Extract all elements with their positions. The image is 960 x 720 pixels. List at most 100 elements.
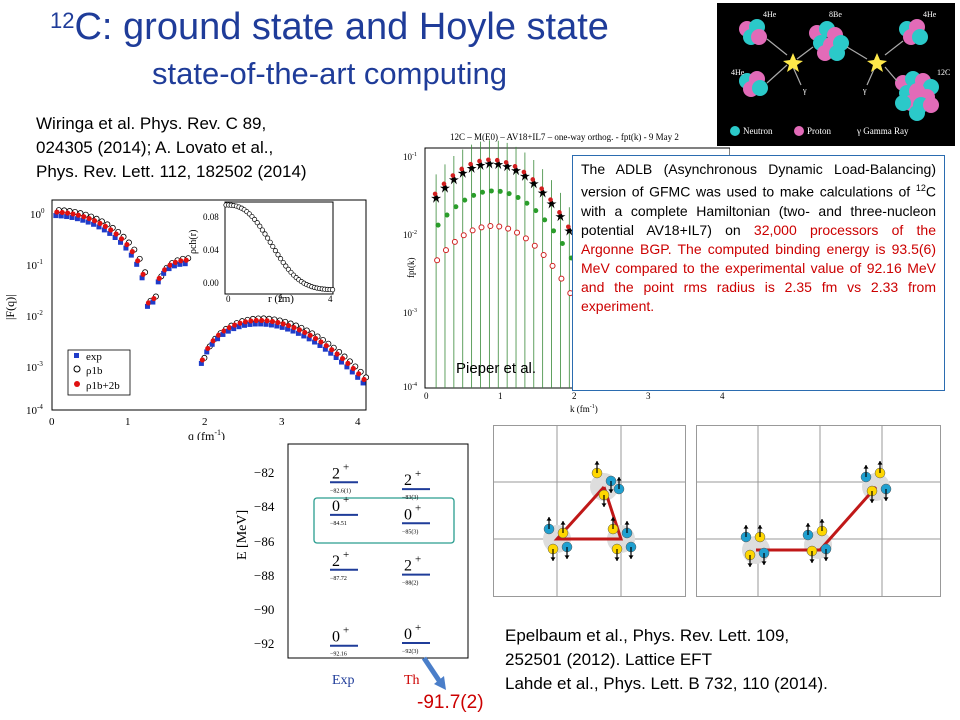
exp-point	[118, 239, 124, 245]
y-tick-4: 10-4	[26, 403, 43, 417]
y-tick-3: 10-3	[26, 360, 43, 374]
svg-text:1: 1	[498, 391, 503, 401]
x-tick-2: 2	[202, 416, 208, 428]
svg-text:−90: −90	[254, 602, 274, 617]
rho1b2b-point	[183, 257, 189, 263]
svg-text:4He: 4He	[731, 68, 745, 77]
level-parity: +	[343, 494, 349, 506]
triple-alpha-diagram: 4He 4He 8Be 4He 12C γ γ Neutron Proton γ…	[717, 3, 955, 146]
gamma-label: γ	[802, 86, 807, 95]
x-tick-1: 1	[125, 416, 131, 428]
x-tick-0: 0	[49, 416, 55, 428]
red-open-point	[514, 229, 521, 236]
svg-text:10-4: 10-4	[403, 382, 417, 392]
svg-text:10-1: 10-1	[403, 152, 417, 162]
exp-star	[511, 165, 522, 176]
energy-spectrum-chart: −82 −84 −86 −88 −90 −92 E [MeV] 2 + −82.6(…	[232, 440, 482, 700]
exp-star	[466, 163, 477, 174]
inset-point	[254, 220, 260, 226]
lattice-config-right	[696, 425, 941, 597]
green-point	[471, 192, 477, 198]
rho1b2b-point	[345, 360, 351, 366]
level-parity: +	[415, 554, 421, 566]
svg-text:12C – M(E0) – AV18+IL7 – one-w: 12C – M(E0) – AV18+IL7 – one-way orthog.…	[450, 132, 679, 142]
exp-point	[285, 326, 291, 332]
exp-star	[519, 170, 530, 181]
level-jp: 0	[404, 506, 412, 523]
rho1b2b-point	[162, 267, 168, 273]
level-jp: 2	[404, 558, 412, 575]
rho1b2b-point	[97, 220, 103, 226]
level-value: −82.6(1)	[330, 487, 351, 494]
rho1b2b-point	[232, 322, 238, 328]
level-jp: 2	[332, 465, 340, 482]
exp-point	[101, 227, 107, 233]
svg-text:4He: 4He	[923, 10, 937, 19]
inset-point	[270, 243, 276, 250]
rho1b2b-point	[242, 319, 249, 325]
red-point	[450, 173, 456, 178]
svg-text:0: 0	[226, 294, 231, 304]
exp-point	[177, 261, 183, 267]
svg-text:0.04: 0.04	[203, 245, 219, 255]
red-point	[459, 166, 465, 172]
exp-point	[279, 324, 285, 330]
inset-point	[272, 248, 278, 254]
exp-point	[58, 213, 64, 219]
rho1b2b-point	[172, 259, 179, 265]
inset-point	[262, 231, 268, 237]
exp-point	[317, 342, 323, 348]
green-point	[453, 204, 459, 210]
exp-star	[546, 198, 557, 209]
rho1b2b-point	[151, 295, 157, 302]
svg-text:ρch(r): ρch(r)	[188, 230, 199, 254]
svg-text:3: 3	[646, 391, 651, 401]
level-value: −92(3)	[402, 648, 418, 655]
svg-text:8Be: 8Be	[829, 10, 842, 19]
level-value: −84.51	[330, 521, 347, 527]
he4-cluster-a	[739, 19, 767, 45]
exp-point	[333, 354, 339, 360]
x-tick-4: 4	[355, 416, 361, 428]
exp-point	[123, 245, 129, 251]
rho1b2b-point	[356, 371, 362, 377]
svg-text:−86: −86	[254, 534, 275, 549]
red-open-point	[496, 223, 503, 230]
svg-text:2: 2	[572, 391, 577, 401]
svg-text:−92: −92	[254, 636, 274, 651]
exp-point	[64, 214, 70, 220]
rho1b2b-point	[54, 209, 60, 215]
exp-star	[431, 192, 442, 203]
green-point	[488, 188, 494, 194]
svg-text:12C: 12C	[937, 68, 950, 77]
red-point	[548, 197, 553, 202]
rho1b2b-point	[118, 236, 125, 242]
exp-point	[360, 380, 366, 386]
exp-point	[155, 279, 161, 285]
exp-point	[74, 216, 80, 222]
gamma-star-icon-left	[783, 53, 803, 72]
exp-point	[204, 349, 210, 355]
green-point	[497, 188, 503, 194]
green-point	[435, 222, 441, 228]
exp-star	[448, 174, 459, 185]
exp-point	[328, 350, 334, 356]
exp-star	[439, 182, 450, 193]
svg-text:Proton: Proton	[807, 126, 832, 136]
red-point	[530, 177, 536, 182]
red-open-point	[531, 242, 538, 249]
exp-point	[107, 230, 113, 236]
level-jp: 2	[332, 553, 340, 570]
green-point	[542, 217, 548, 223]
bond-line	[756, 486, 878, 552]
exp-point	[209, 341, 215, 347]
rho1b2b-point	[59, 209, 65, 216]
c12-cluster	[895, 71, 939, 121]
rho1b2b-point	[286, 322, 292, 329]
green-point	[506, 191, 512, 197]
rho1b2b-point	[129, 249, 135, 255]
rho1b2b-point	[205, 345, 211, 352]
exp-point	[252, 321, 258, 327]
y-tick-0: 100	[30, 207, 45, 221]
rho1b2b-point	[269, 318, 276, 325]
